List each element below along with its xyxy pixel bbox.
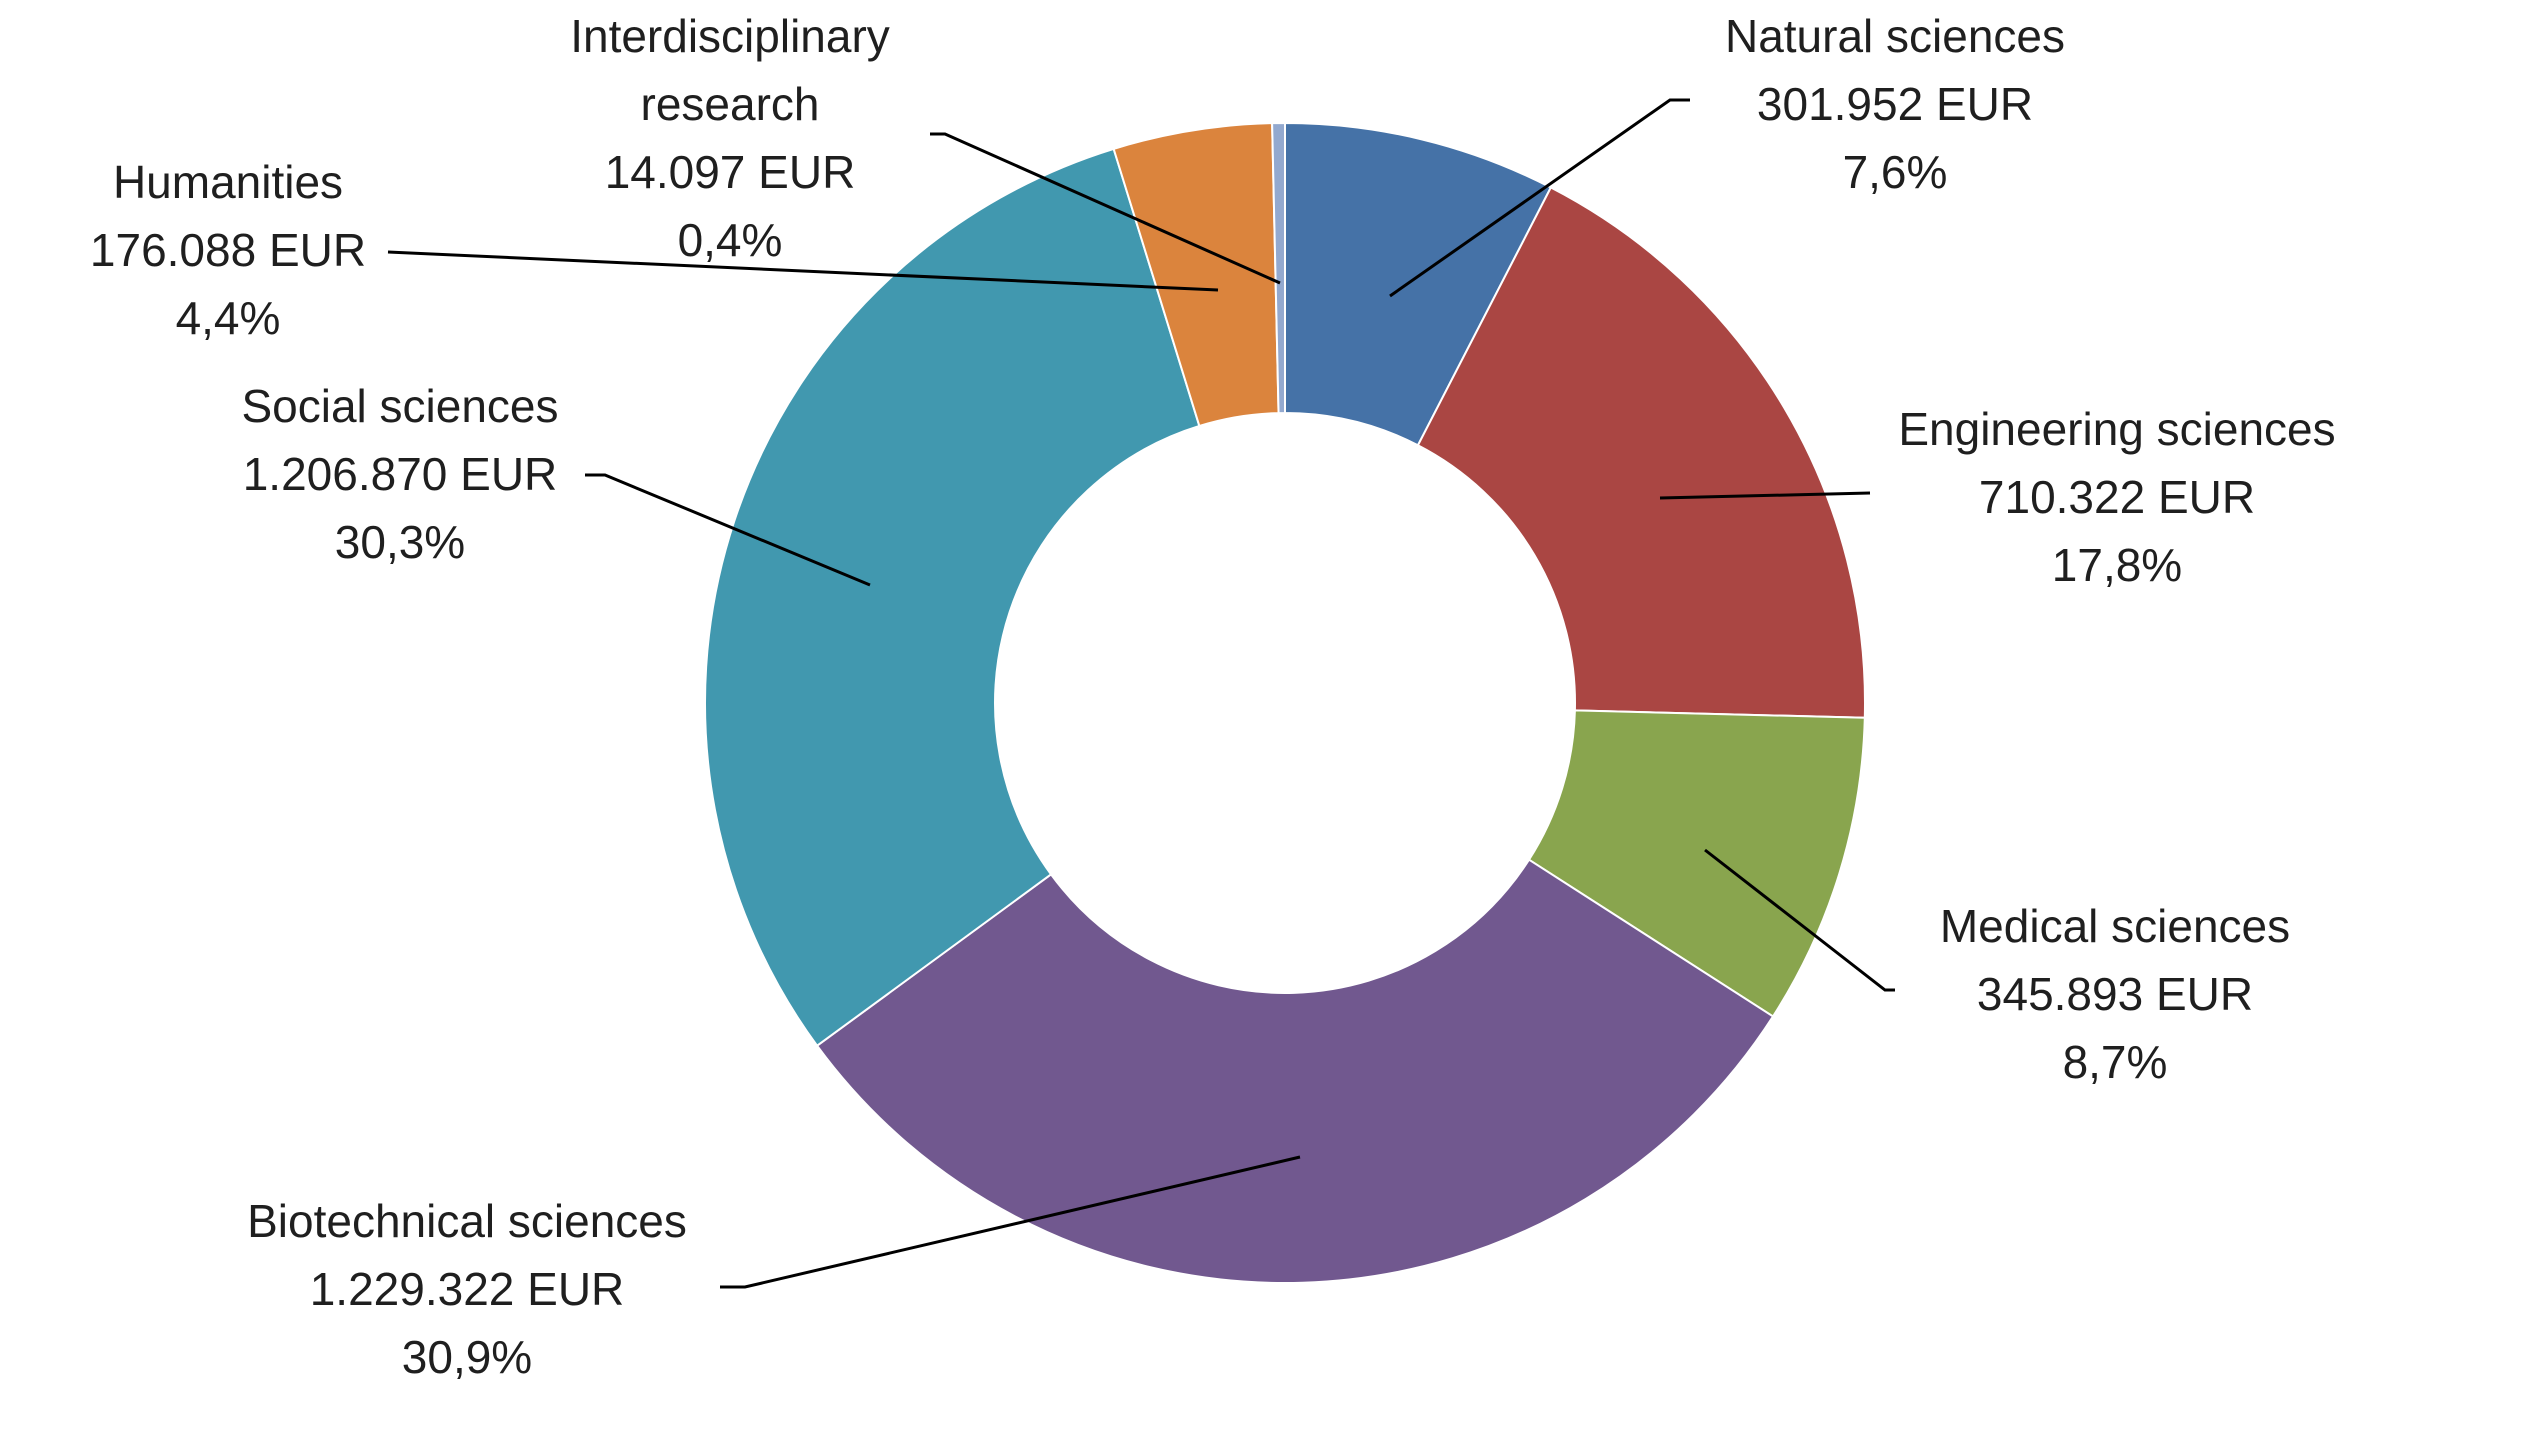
data-label-natural-sciences: Natural sciences 301.952 EUR 7,6% xyxy=(1725,10,2065,198)
label-name-interdisciplinary-research: Interdisciplinary xyxy=(570,10,890,62)
label-percent-medical-sciences: 8,7% xyxy=(2063,1036,2168,1088)
label-percent-biotechnical-sciences: 30,9% xyxy=(402,1331,532,1383)
leader-line-humanities xyxy=(387,250,1219,292)
slice-biotechnical-sciences xyxy=(815,858,1775,1284)
label-name-social-sciences: Social sciences xyxy=(241,380,558,432)
label-value-natural-sciences: 301.952 EUR xyxy=(1757,78,2033,130)
data-labels-group: Natural sciences 301.952 EUR 7,6% Engineeri… xyxy=(90,10,2336,1383)
label-percent-humanities: 4,4% xyxy=(176,292,281,344)
slice-social-sciences xyxy=(704,147,1201,1048)
slice-interdisciplinary-research xyxy=(1271,121,1286,415)
label-value-humanities: 176.088 EUR xyxy=(90,224,366,276)
label-value-interdisciplinary-research: 14.097 EUR xyxy=(605,146,856,198)
label-name-medical-sciences: Medical sciences xyxy=(1940,900,2290,952)
leader-line-natural-sciences xyxy=(1389,98,1690,298)
label-name-biotechnical-sciences: Biotechnical sciences xyxy=(247,1195,687,1247)
data-label-biotechnical-sciences: Biotechnical sciences 1.229.322 EUR 30,9% xyxy=(247,1195,687,1383)
label-name-interdisciplinary-research: research xyxy=(641,78,820,130)
label-value-biotechnical-sciences: 1.229.322 EUR xyxy=(310,1263,625,1315)
leader-line-biotechnical-sciences xyxy=(720,1155,1301,1289)
leader-line-engineering-sciences xyxy=(1659,491,1871,500)
leader-lines-group xyxy=(387,98,1895,1289)
label-value-medical-sciences: 345.893 EUR xyxy=(1977,968,2253,1020)
label-percent-engineering-sciences: 17,8% xyxy=(2052,539,2182,591)
data-label-humanities: Humanities 176.088 EUR 4,4% xyxy=(90,156,366,344)
label-name-natural-sciences: Natural sciences xyxy=(1725,10,2065,62)
leader-line-medical-sciences xyxy=(1704,848,1895,992)
data-label-medical-sciences: Medical sciences 345.893 EUR 8,7% xyxy=(1940,900,2290,1088)
label-percent-interdisciplinary-research: 0,4% xyxy=(678,214,783,266)
label-value-engineering-sciences: 710.322 EUR xyxy=(1979,471,2255,523)
label-percent-natural-sciences: 7,6% xyxy=(1843,146,1948,198)
leader-line-interdisciplinary-research xyxy=(930,132,1281,285)
label-name-humanities: Humanities xyxy=(113,156,343,208)
slice-engineering-sciences xyxy=(1416,186,1866,719)
label-percent-social-sciences: 30,3% xyxy=(335,516,465,568)
label-name-engineering-sciences: Engineering sciences xyxy=(1898,403,2335,455)
label-value-social-sciences: 1.206.870 EUR xyxy=(243,448,558,500)
data-label-social-sciences: Social sciences 1.206.870 EUR 30,3% xyxy=(241,380,558,568)
data-label-engineering-sciences: Engineering sciences 710.322 EUR 17,8% xyxy=(1898,403,2335,591)
leader-line-social-sciences xyxy=(585,473,871,587)
data-label-interdisciplinary-research: Interdisciplinary research 14.097 EUR 0,4% xyxy=(570,10,890,266)
slices-group xyxy=(704,121,1866,1284)
